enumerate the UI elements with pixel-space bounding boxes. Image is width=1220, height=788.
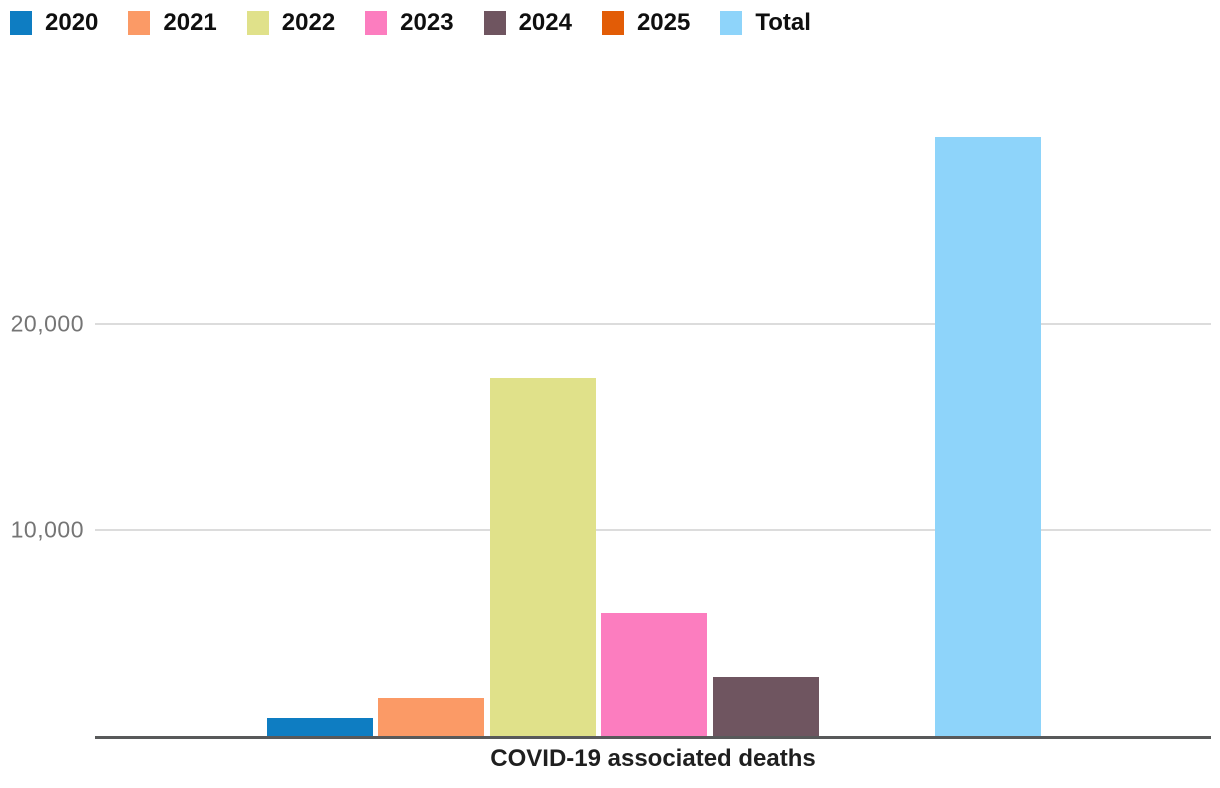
legend-label-2020: 2020	[45, 9, 99, 36]
chart-legend: 2020 2021 2022 2023 2024 2025 Total	[10, 11, 811, 35]
x-axis-title: COVID-19 associated deaths	[490, 745, 816, 772]
legend-item-2023[interactable]: 2023	[365, 9, 454, 36]
bar-2022[interactable]	[489, 377, 596, 736]
legend-swatch-2023	[365, 11, 388, 35]
bar-2021[interactable]	[378, 697, 485, 736]
legend-item-2021[interactable]: 2021	[128, 9, 217, 36]
gridline-10000	[95, 529, 1211, 531]
legend-label-2021: 2021	[163, 9, 217, 36]
bar-2023[interactable]	[601, 613, 708, 736]
legend-item-2024[interactable]: 2024	[483, 9, 572, 36]
legend-label-2022: 2022	[281, 9, 336, 36]
legend-item-2025[interactable]: 2025	[601, 9, 691, 36]
y-tick-label-10000: 10,000	[10, 516, 84, 543]
legend-label-2023: 2023	[400, 9, 454, 36]
legend-label-2024: 2024	[518, 9, 572, 36]
legend-swatch-2025	[601, 11, 624, 35]
legend-swatch-2024	[483, 11, 506, 35]
legend-swatch-2021	[128, 11, 151, 35]
legend-label-2025: 2025	[636, 9, 691, 36]
legend-label-total: Total	[755, 9, 811, 36]
legend-swatch-2022	[246, 11, 269, 35]
legend-item-total[interactable]: Total	[720, 11, 811, 35]
legend-item-2020[interactable]: 2020	[10, 11, 98, 35]
legend-item-2022[interactable]: 2022	[246, 9, 336, 36]
bar-2024[interactable]	[712, 676, 819, 736]
legend-swatch-total	[720, 11, 743, 35]
gridline-20000	[95, 323, 1211, 325]
bar-2020[interactable]	[267, 718, 373, 736]
bar-total[interactable]	[935, 136, 1042, 736]
x-axis-line	[95, 736, 1211, 739]
legend-swatch-2020	[10, 11, 32, 35]
y-tick-label-20000: 20,000	[10, 310, 84, 337]
